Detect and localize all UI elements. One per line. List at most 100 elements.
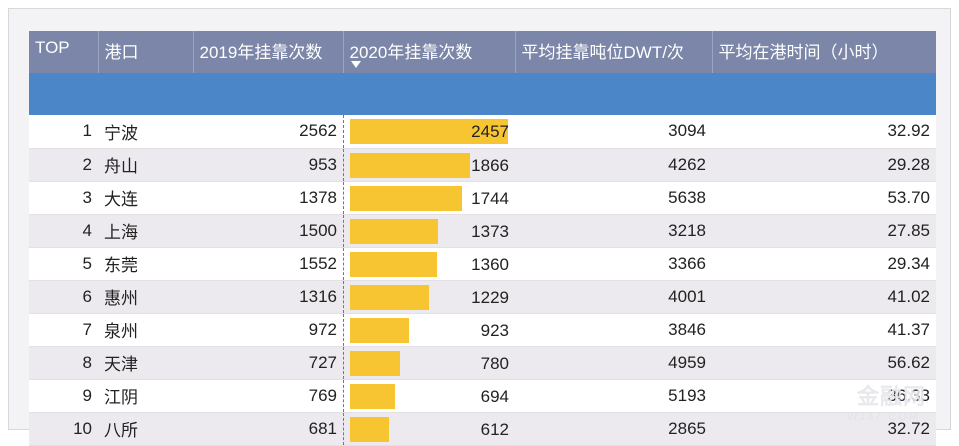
avg-dwt-cell: 3366	[515, 247, 712, 281]
calls-2019-cell: 727	[193, 346, 343, 380]
table-row[interactable]: 2 舟山 953 1866 4262 29.28	[29, 148, 936, 182]
port-cell: 上海	[98, 214, 193, 248]
calls-2020-bar	[350, 317, 409, 343]
port-cell: 惠州	[98, 280, 193, 314]
rank-cell: 1	[29, 115, 98, 149]
rank-cell: 2	[29, 148, 98, 182]
avg-hours-cell: 36.33	[712, 379, 936, 413]
calls-2020-cell: 1866	[343, 148, 515, 182]
port-calls-table: TOP 港口 2019年挂靠次数 2020年挂靠次数 平均挂靠吨位DWT/次 平…	[29, 31, 936, 446]
bar-axis-line	[343, 247, 344, 279]
calls-2020-value: 1229	[471, 287, 509, 307]
table-row[interactable]: 1 宁波 2562 2457 3094 32.92	[29, 115, 936, 149]
table-visual-frame: TOP 港口 2019年挂靠次数 2020年挂靠次数 平均挂靠吨位DWT/次 平…	[8, 8, 951, 446]
avg-dwt-cell: 5193	[515, 379, 712, 413]
avg-hours-cell: 29.34	[712, 247, 936, 281]
port-cell: 大连	[98, 181, 193, 215]
calls-2020-cell: 923	[343, 313, 515, 347]
calls-2020-cell: 1360	[343, 247, 515, 281]
table-body: 1 宁波 2562 2457 3094 32.92 2 舟山 953 1866 4262 29.28 3…	[29, 115, 936, 446]
avg-dwt-cell: 3094	[515, 115, 712, 149]
calls-2019-cell: 1316	[193, 280, 343, 314]
port-cell: 泉州	[98, 313, 193, 347]
table-row[interactable]: 6 惠州 1316 1229 4001 41.02	[29, 280, 936, 314]
bar-axis-line	[343, 148, 344, 180]
table-row[interactable]: 9 江阴 769 694 5193 36.33	[29, 379, 936, 413]
avg-hours-cell: 29.28	[712, 148, 936, 182]
port-cell: 八所	[98, 412, 193, 446]
calls-2020-cell: 1373	[343, 214, 515, 248]
calls-2019-cell: 681	[193, 412, 343, 446]
table-row[interactable]: 3 大连 1378 1744 5638 53.70	[29, 181, 936, 215]
table-header-row: TOP 港口 2019年挂靠次数 2020年挂靠次数 平均挂靠吨位DWT/次 平…	[29, 31, 936, 73]
avg-hours-cell: 41.02	[712, 280, 936, 314]
calls-2020-value: 1373	[471, 221, 509, 241]
calls-2020-bar	[350, 383, 395, 409]
rank-cell: 10	[29, 412, 98, 446]
column-header-avg-dwt[interactable]: 平均挂靠吨位DWT/次	[515, 31, 713, 73]
calls-2020-bar	[350, 416, 389, 442]
bar-axis-line	[343, 115, 344, 147]
avg-hours-cell: 41.37	[712, 313, 936, 347]
avg-hours-cell: 32.92	[712, 115, 936, 149]
calls-2019-cell: 2562	[193, 115, 343, 149]
watermark-url: WJ37.COM	[847, 411, 920, 423]
rank-cell: 4	[29, 214, 98, 248]
table-row[interactable]: 7 泉州 972 923 3846 41.37	[29, 313, 936, 347]
column-header-calls-2020-label: 2020年挂靠次数	[349, 43, 473, 62]
calls-2020-value: 694	[480, 386, 509, 406]
calls-2020-bar	[350, 218, 438, 244]
port-cell: 东莞	[98, 247, 193, 281]
column-header-calls-2019[interactable]: 2019年挂靠次数	[193, 31, 344, 73]
avg-dwt-cell: 2865	[515, 412, 712, 446]
port-cell: 舟山	[98, 148, 193, 182]
table-row[interactable]: 4 上海 1500 1373 3218 27.85	[29, 214, 936, 248]
calls-2020-bar	[350, 119, 508, 144]
calls-2020-cell: 2457	[343, 115, 515, 149]
bar-axis-line	[343, 346, 344, 378]
rank-cell: 9	[29, 379, 98, 413]
avg-hours-cell: 53.70	[712, 181, 936, 215]
port-cell: 天津	[98, 346, 193, 380]
avg-dwt-cell: 3846	[515, 313, 712, 347]
bar-axis-line	[343, 313, 344, 345]
calls-2020-cell: 694	[343, 379, 515, 413]
column-header-port[interactable]: 港口	[98, 31, 194, 73]
table-row[interactable]: 5 东莞 1552 1360 3366 29.34	[29, 247, 936, 281]
table-row[interactable]: 10 八所 681 612 2865 32.72	[29, 412, 936, 446]
bar-axis-line	[343, 379, 344, 411]
avg-dwt-cell: 4262	[515, 148, 712, 182]
calls-2020-cell: 780	[343, 346, 515, 380]
rank-cell: 8	[29, 346, 98, 380]
rank-cell: 6	[29, 280, 98, 314]
calls-2019-cell: 1500	[193, 214, 343, 248]
calls-2020-bar	[350, 350, 400, 376]
calls-2019-cell: 972	[193, 313, 343, 347]
calls-2020-bar	[350, 251, 437, 277]
rank-cell: 5	[29, 247, 98, 281]
column-header-calls-2020[interactable]: 2020年挂靠次数	[343, 31, 516, 73]
calls-2020-value: 780	[480, 353, 509, 373]
table-row[interactable]: 8 天津 727 780 4959 56.62	[29, 346, 936, 380]
calls-2019-cell: 953	[193, 148, 343, 182]
calls-2020-cell: 612	[343, 412, 515, 446]
bar-axis-line	[343, 412, 344, 444]
avg-dwt-cell: 5638	[515, 181, 712, 215]
calls-2020-value: 1360	[471, 254, 509, 274]
calls-2020-value: 923	[480, 320, 509, 340]
bar-axis-line	[343, 280, 344, 312]
avg-dwt-cell: 4959	[515, 346, 712, 380]
calls-2020-bar	[350, 185, 462, 211]
calls-2020-value: 2457	[471, 122, 509, 141]
calls-2020-value: 612	[480, 419, 509, 439]
avg-dwt-cell: 3218	[515, 214, 712, 248]
calls-2020-bar	[350, 284, 429, 310]
header-accent-line	[29, 73, 936, 115]
bar-axis-line	[343, 214, 344, 246]
sort-desc-icon[interactable]	[350, 61, 361, 68]
column-header-avg-hours[interactable]: 平均在港时间（小时）	[718, 43, 889, 62]
column-header-top[interactable]: TOP	[29, 31, 99, 73]
calls-2019-cell: 1552	[193, 247, 343, 281]
rank-cell: 3	[29, 181, 98, 215]
calls-2019-cell: 1378	[193, 181, 343, 215]
